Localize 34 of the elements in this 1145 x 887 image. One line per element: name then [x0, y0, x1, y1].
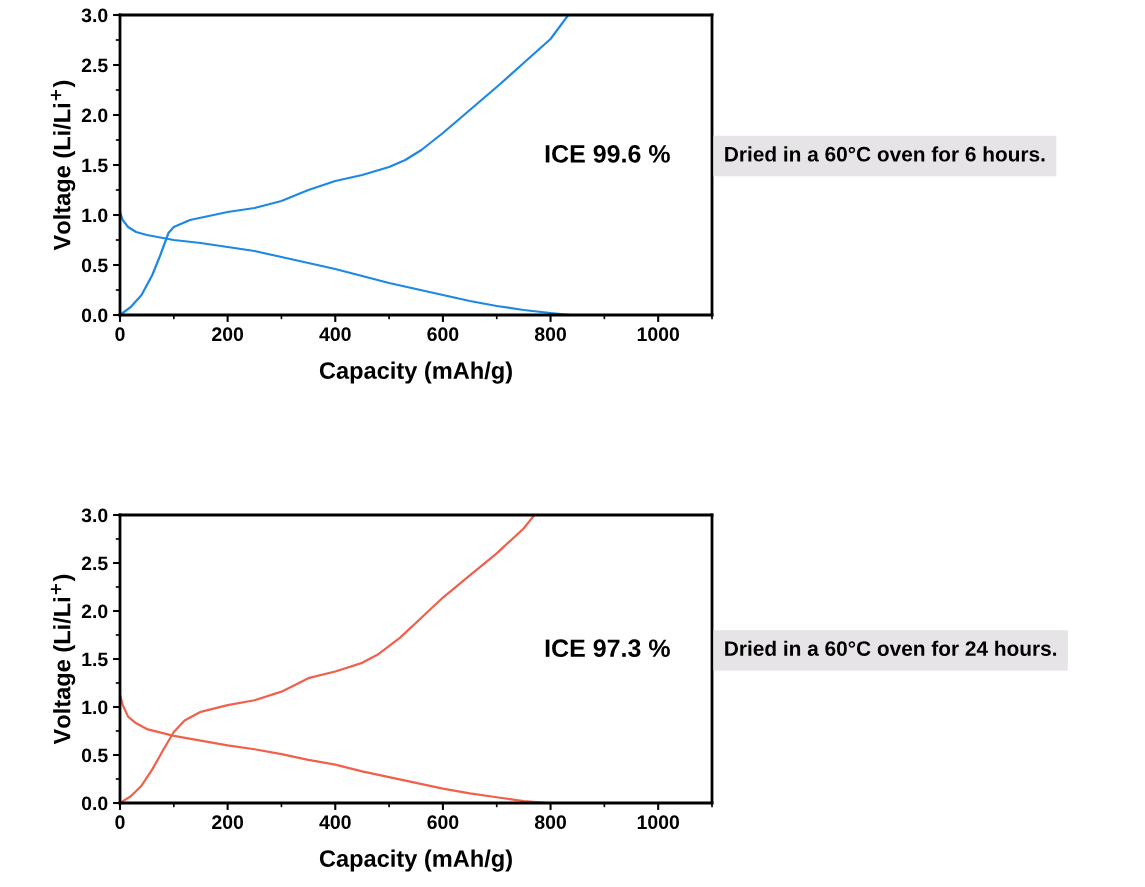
x-tick-label: 200 — [212, 815, 244, 830]
x-tick-label: 0 — [115, 327, 125, 342]
y-tick-label: 1.5 — [82, 652, 108, 667]
annotation: ICE 97.3 % — [545, 639, 670, 658]
x-tick-label: 400 — [319, 815, 351, 830]
y-tick-label: 2.0 — [81, 108, 108, 123]
y-tick-label: 3.0 — [81, 8, 108, 23]
x-tick-label: 600 — [427, 327, 459, 342]
y-tick-label: 1.0 — [82, 208, 108, 223]
x-tick-label: 600 — [427, 815, 459, 830]
x-tick-label: 400 — [319, 327, 351, 342]
text: Dried in a 60°C oven for 24 hours. — [725, 640, 1057, 656]
annotation: ICE 99.6 % — [545, 145, 670, 163]
x-axis-title: Capacity (mAh/g) — [319, 849, 512, 872]
y-tick-label: 2.5 — [81, 556, 108, 571]
y-axis-title: Voltage (Li/Li$^{+}$) — [50, 80, 76, 251]
x-axis-title: Capacity (mAh/g) — [319, 361, 512, 384]
x-tick-label: 1000 — [637, 815, 680, 830]
x-tick-label: 800 — [534, 815, 566, 830]
y-tick-label: 0.0 — [81, 796, 108, 811]
y-tick-label: 0.0 — [81, 308, 108, 323]
y-tick-label: 1.0 — [82, 700, 108, 715]
x-tick-label: 1000 — [637, 327, 680, 342]
y-tick-label: 2.5 — [81, 58, 108, 73]
x-tick-label: 0 — [115, 815, 125, 830]
y-tick-label: 0.5 — [81, 258, 108, 273]
y-axis-title: Voltage (Li/Li$^{+}$) — [50, 574, 76, 745]
y-tick-label: 0.5 — [81, 748, 108, 763]
y-tick-label: 2.0 — [81, 604, 108, 619]
x-tick-label: 800 — [534, 327, 566, 342]
x-tick-label: 200 — [212, 327, 244, 342]
y-tick-label: 1.5 — [82, 158, 108, 173]
text: Dried in a 60°C oven for 6 hours. — [725, 146, 1045, 162]
y-tick-label: 3.0 — [81, 508, 108, 523]
